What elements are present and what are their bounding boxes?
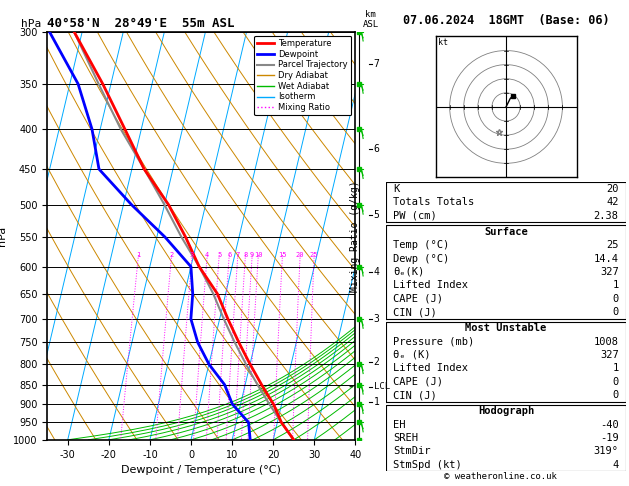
Text: K: K — [393, 184, 399, 194]
Text: PW (cm): PW (cm) — [393, 210, 437, 221]
Text: Lifted Index: Lifted Index — [393, 364, 469, 373]
Legend: Temperature, Dewpoint, Parcel Trajectory, Dry Adiabat, Wet Adiabat, Isotherm, Mi: Temperature, Dewpoint, Parcel Trajectory… — [254, 36, 351, 115]
Text: 40°58'N  28°49'E  55m ASL: 40°58'N 28°49'E 55m ASL — [47, 17, 235, 31]
Text: EH: EH — [393, 420, 406, 430]
Text: 6: 6 — [227, 252, 231, 258]
Text: 327: 327 — [600, 267, 619, 277]
Text: 42: 42 — [606, 197, 619, 208]
Text: © weatheronline.co.uk: © weatheronline.co.uk — [443, 472, 557, 481]
X-axis label: Dewpoint / Temperature (°C): Dewpoint / Temperature (°C) — [121, 465, 281, 475]
Text: CIN (J): CIN (J) — [393, 390, 437, 400]
Text: 15: 15 — [278, 252, 287, 258]
Text: Totals Totals: Totals Totals — [393, 197, 475, 208]
Text: 1008: 1008 — [594, 337, 619, 347]
Text: 1: 1 — [136, 252, 140, 258]
Text: 0: 0 — [613, 377, 619, 387]
Text: Most Unstable: Most Unstable — [465, 323, 547, 333]
Text: 25: 25 — [606, 240, 619, 250]
Text: 20: 20 — [296, 252, 304, 258]
Text: 2: 2 — [169, 252, 174, 258]
Text: SREH: SREH — [393, 433, 418, 443]
Text: 7: 7 — [236, 252, 240, 258]
Text: 9: 9 — [250, 252, 254, 258]
Text: -40: -40 — [600, 420, 619, 430]
Y-axis label: hPa: hPa — [0, 226, 8, 246]
Text: 0: 0 — [613, 294, 619, 304]
Text: 20: 20 — [606, 184, 619, 194]
Text: 14.4: 14.4 — [594, 254, 619, 263]
Text: 4: 4 — [205, 252, 209, 258]
Text: 4: 4 — [374, 267, 379, 277]
Text: hPa: hPa — [21, 19, 41, 29]
Text: 6: 6 — [374, 144, 379, 154]
Text: Surface: Surface — [484, 227, 528, 237]
Text: θₑ (K): θₑ (K) — [393, 350, 431, 360]
Text: 2.38: 2.38 — [594, 210, 619, 221]
Text: 5: 5 — [374, 210, 379, 221]
Text: 0: 0 — [613, 390, 619, 400]
Text: 0: 0 — [613, 307, 619, 317]
Text: 8: 8 — [243, 252, 248, 258]
Text: θₑ(K): θₑ(K) — [393, 267, 425, 277]
Text: CAPE (J): CAPE (J) — [393, 377, 443, 387]
Text: kt: kt — [438, 38, 448, 47]
Text: 10: 10 — [254, 252, 262, 258]
Text: Hodograph: Hodograph — [478, 406, 534, 417]
Text: StmSpd (kt): StmSpd (kt) — [393, 460, 462, 470]
Text: Temp (°C): Temp (°C) — [393, 240, 450, 250]
Text: 1: 1 — [374, 397, 379, 407]
Text: 2: 2 — [374, 357, 379, 367]
Text: LCL: LCL — [374, 382, 390, 391]
Text: 1: 1 — [613, 364, 619, 373]
Text: 3: 3 — [374, 314, 379, 324]
Text: Mixing Ratio (g/kg): Mixing Ratio (g/kg) — [350, 180, 360, 292]
Text: km
ASL: km ASL — [363, 10, 379, 29]
Text: CIN (J): CIN (J) — [393, 307, 437, 317]
Text: 5: 5 — [217, 252, 221, 258]
Text: 3: 3 — [190, 252, 194, 258]
Text: 1: 1 — [613, 280, 619, 290]
Text: 7: 7 — [374, 59, 379, 69]
Text: 327: 327 — [600, 350, 619, 360]
Text: 25: 25 — [310, 252, 318, 258]
Text: StmDir: StmDir — [393, 446, 431, 456]
Text: Dewp (°C): Dewp (°C) — [393, 254, 450, 263]
Text: 319°: 319° — [594, 446, 619, 456]
Text: Lifted Index: Lifted Index — [393, 280, 469, 290]
Text: CAPE (J): CAPE (J) — [393, 294, 443, 304]
Text: Pressure (mb): Pressure (mb) — [393, 337, 475, 347]
Text: 07.06.2024  18GMT  (Base: 06): 07.06.2024 18GMT (Base: 06) — [403, 14, 610, 27]
Text: -19: -19 — [600, 433, 619, 443]
Text: 4: 4 — [613, 460, 619, 470]
